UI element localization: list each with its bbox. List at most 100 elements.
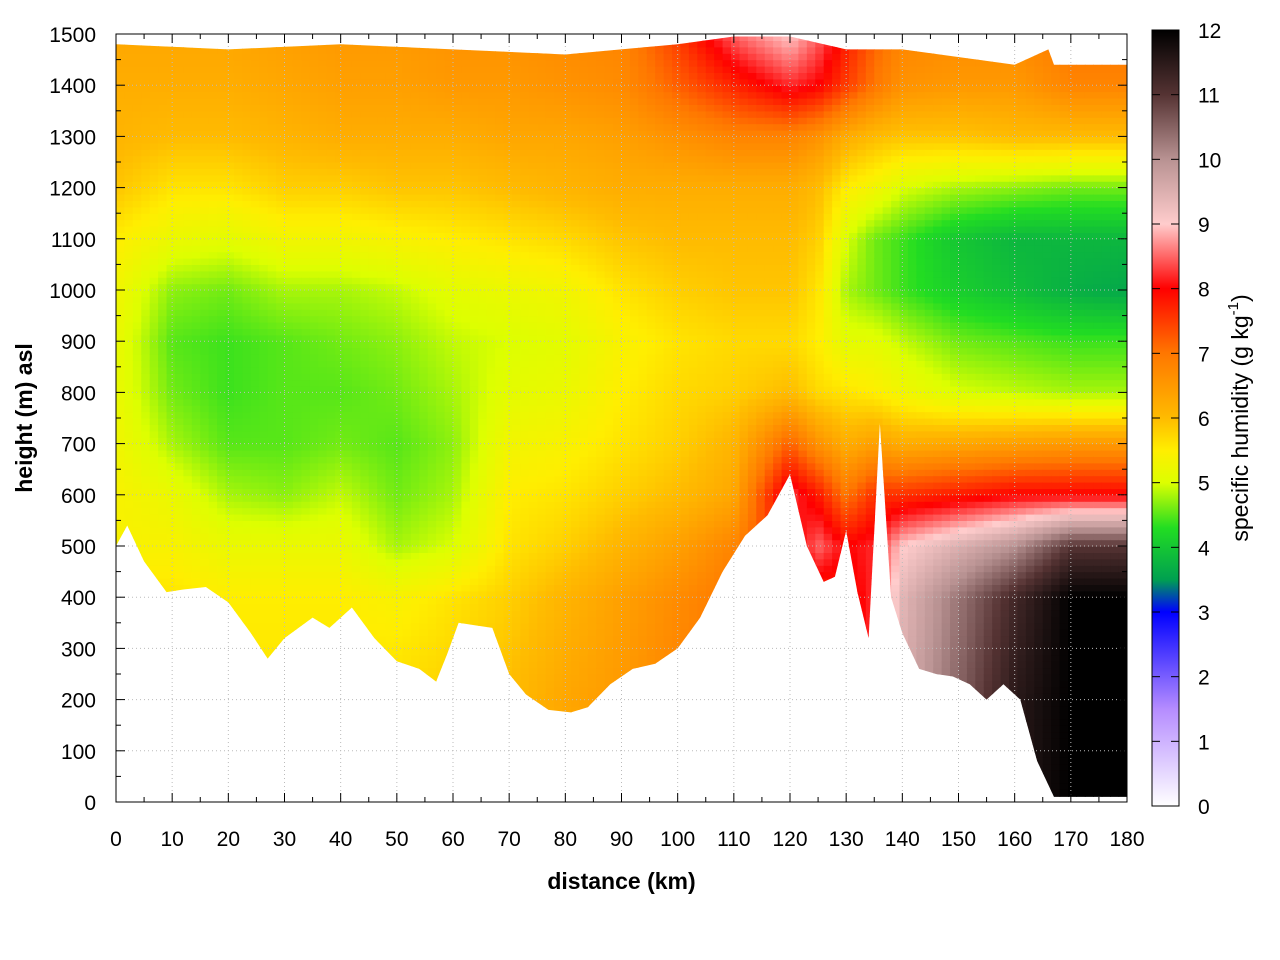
field-cell: [141, 533, 151, 541]
field-cell: [360, 123, 370, 131]
field-cell: [250, 155, 260, 163]
field-cell: [343, 450, 353, 457]
field-cell: [158, 200, 168, 208]
field-cell: [217, 770, 227, 777]
field-cell: [141, 36, 151, 41]
field-cell: [360, 533, 370, 541]
field-cell: [174, 168, 184, 176]
field-cell: [124, 437, 134, 445]
field-cell: [436, 411, 446, 419]
field-cell: [276, 571, 286, 579]
field-cell: [326, 750, 336, 758]
field-cell: [242, 622, 252, 630]
field-cell: [309, 546, 319, 553]
field-cell: [410, 226, 420, 233]
field-cell: [335, 757, 345, 765]
field-cell: [267, 78, 277, 86]
field-cell: [410, 194, 420, 201]
field-cell: [368, 520, 378, 528]
field-cell: [335, 72, 345, 80]
field-cell: [233, 693, 243, 701]
field-cell: [444, 347, 454, 355]
field-cell: [368, 539, 378, 547]
field-cell: [427, 136, 437, 144]
field-cell: [233, 456, 243, 464]
field-cell: [166, 450, 176, 457]
field-cell: [351, 526, 361, 534]
field-cell: [301, 539, 311, 547]
field-cell: [149, 366, 159, 374]
field-cell: [183, 712, 193, 720]
field-cell: [141, 725, 151, 733]
field-cell: [318, 725, 328, 733]
field-cell: [267, 373, 277, 381]
field-cell: [284, 590, 294, 598]
field-cell: [335, 36, 345, 41]
field-cell: [217, 546, 227, 553]
field-cell: [149, 456, 159, 464]
field-cell: [335, 194, 345, 201]
field-cell: [335, 264, 345, 272]
field-cell: [402, 162, 412, 169]
field-cell: [284, 245, 294, 253]
field-cell: [385, 456, 395, 464]
field-cell: [292, 763, 302, 771]
field-cell: [343, 469, 353, 477]
field-cell: [318, 373, 328, 381]
field-cell: [309, 680, 319, 688]
field-cell: [225, 245, 235, 253]
field-cell: [225, 578, 235, 585]
field-cell: [461, 686, 471, 694]
field-cell: [191, 392, 201, 400]
field-cell: [335, 520, 345, 528]
field-cell: [419, 782, 429, 790]
field-cell: [351, 488, 361, 496]
field-cell: [419, 590, 429, 598]
field-cell: [217, 443, 227, 451]
field-cell: [183, 123, 193, 131]
field-cell: [326, 680, 336, 688]
field-cell: [124, 155, 134, 163]
field-cell: [242, 686, 252, 694]
field-cell: [259, 245, 269, 253]
field-cell: [335, 456, 345, 464]
field-cell: [233, 584, 243, 592]
field-cell: [141, 475, 151, 483]
field-cell: [242, 219, 252, 227]
field-cell: [410, 578, 420, 585]
field-cell: [360, 482, 370, 489]
field-cell: [292, 437, 302, 445]
field-cell: [149, 347, 159, 355]
field-cell: [377, 194, 387, 201]
field-cell: [116, 322, 126, 329]
field-cell: [191, 155, 201, 163]
field-cell: [158, 789, 168, 797]
field-cell: [242, 341, 252, 349]
field-cell: [116, 309, 126, 317]
field-cell: [360, 654, 370, 662]
field-cell: [200, 763, 210, 771]
field-cell: [174, 629, 184, 637]
field-cell: [208, 494, 218, 502]
field-cell: [267, 347, 277, 355]
field-cell: [259, 475, 269, 483]
field-cell: [217, 686, 227, 694]
field-cell: [183, 373, 193, 381]
field-cell: [183, 494, 193, 502]
field-cell: [200, 142, 210, 150]
field-cell: [326, 347, 336, 355]
field-cell: [233, 72, 243, 80]
field-cell: [183, 149, 193, 157]
field-cell: [259, 661, 269, 669]
field-cell: [402, 686, 412, 694]
field-cell: [427, 309, 437, 317]
field-cell: [351, 552, 361, 560]
field-cell: [225, 149, 235, 157]
field-cell: [309, 187, 319, 195]
field-cell: [233, 424, 243, 432]
field-cell: [335, 718, 345, 726]
field-cell: [326, 405, 336, 413]
field-cell: [368, 731, 378, 739]
field-cell: [410, 514, 420, 521]
field-cell: [250, 603, 260, 611]
